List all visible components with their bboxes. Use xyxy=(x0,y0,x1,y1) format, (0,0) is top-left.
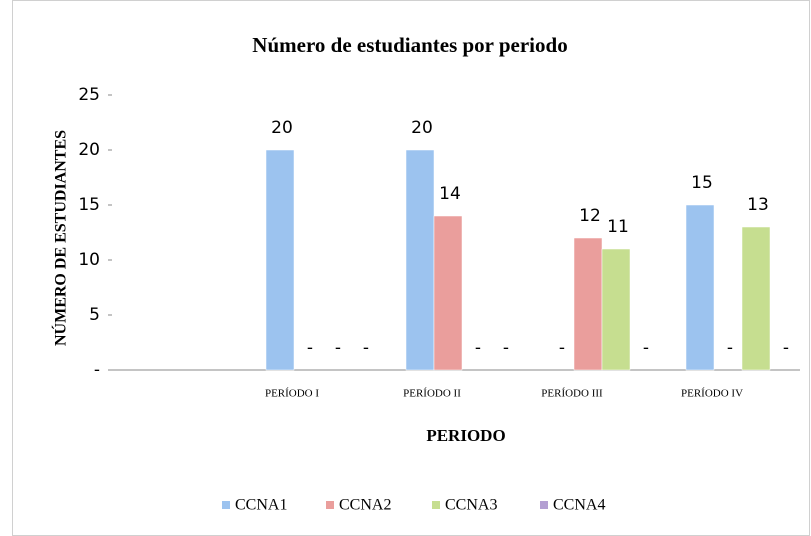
legend-swatch xyxy=(222,501,230,509)
x-tick-label: PERÍODO I xyxy=(265,388,319,400)
bar xyxy=(573,237,603,371)
data-label: - xyxy=(503,338,509,358)
data-label: - xyxy=(643,338,649,358)
bar xyxy=(741,226,771,371)
data-label: 20 xyxy=(411,118,433,138)
bar xyxy=(433,215,463,371)
y-tick-label: 20 xyxy=(78,140,100,160)
x-tick-label: PERÍODO II xyxy=(403,388,461,400)
data-label: - xyxy=(727,338,733,358)
legend-label: CCNA2 xyxy=(339,497,391,514)
x-tick-label: PERÍODO III xyxy=(541,388,603,400)
data-label: - xyxy=(475,338,481,358)
data-label: 11 xyxy=(607,217,629,237)
bar xyxy=(265,149,295,371)
data-label: 15 xyxy=(691,173,713,193)
legend-label: CCNA4 xyxy=(553,497,605,514)
legend-swatch xyxy=(540,501,548,509)
x-tick-label: PERÍODO IV xyxy=(681,388,743,400)
data-label: - xyxy=(363,338,369,358)
data-label: - xyxy=(335,338,341,358)
y-tick-label: 5 xyxy=(89,305,100,325)
y-tick-label: 25 xyxy=(78,85,100,105)
y-tick-label: 10 xyxy=(78,250,100,270)
data-label: 20 xyxy=(271,118,293,138)
data-label: - xyxy=(307,338,313,358)
y-tick-label: 15 xyxy=(78,195,100,215)
data-label: - xyxy=(783,338,789,358)
legend-label: CCNA1 xyxy=(235,497,287,514)
chart-title: Número de estudiantes por periodo xyxy=(252,33,567,57)
legend-label: CCNA3 xyxy=(445,497,497,514)
data-label: - xyxy=(559,338,565,358)
legend-swatch xyxy=(432,501,440,509)
x-axis-title: PERIODO xyxy=(426,426,505,445)
bar xyxy=(601,248,631,371)
data-label: 13 xyxy=(747,195,769,215)
bar xyxy=(405,149,435,371)
y-tick-label: - xyxy=(94,360,100,380)
data-label: 14 xyxy=(439,184,461,204)
data-label: 12 xyxy=(579,206,601,226)
bar xyxy=(685,204,715,371)
legend-swatch xyxy=(326,501,334,509)
y-axis-title: NÚMERO DE ESTUDIANTES xyxy=(51,130,70,346)
